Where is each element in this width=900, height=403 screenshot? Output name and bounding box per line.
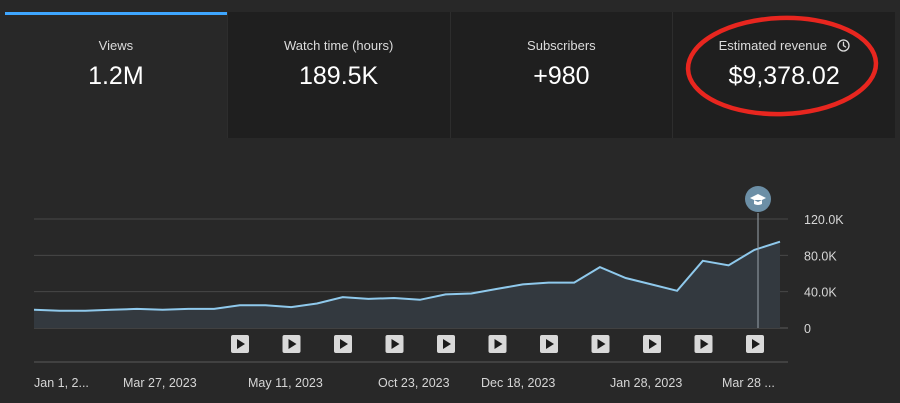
tab-estimated-revenue[interactable]: Estimated revenue $9,378.02 <box>673 12 895 138</box>
video-marker-triangle <box>752 339 760 349</box>
play-icon[interactable] <box>282 335 301 353</box>
chart-area <box>34 241 780 328</box>
video-marker-triangle <box>546 339 554 349</box>
video-marker-triangle <box>494 339 503 349</box>
video-marker-triangle <box>288 339 297 349</box>
metric-tabs: Views 1.2M Watch time (hours) 189.5K Sub… <box>5 12 895 138</box>
x-tick-label: Mar 28 ... <box>722 376 775 390</box>
views-value: 1.2M <box>88 62 144 90</box>
tab-views[interactable]: Views 1.2M <box>5 12 228 138</box>
play-icon[interactable] <box>591 335 610 353</box>
x-tick-label: Dec 18, 2023 <box>481 376 555 390</box>
tab-subscribers[interactable]: Subscribers +980 <box>450 12 674 138</box>
chart-line <box>33 240 781 312</box>
video-markers <box>231 335 764 353</box>
play-icon[interactable] <box>694 335 713 353</box>
x-tick-label: May 11, 2023 <box>248 376 323 390</box>
y-tick-label: 0 <box>804 322 811 336</box>
play-icon[interactable] <box>334 335 352 353</box>
play-icon[interactable] <box>231 335 249 353</box>
video-marker-triangle <box>443 339 451 349</box>
play-icon[interactable] <box>643 335 661 353</box>
clock-icon[interactable] <box>836 39 850 55</box>
y-tick-label: 120.0K <box>804 213 844 227</box>
x-tick-label: Jan 1, 2... <box>34 376 89 390</box>
watch-time-label: Watch time (hours) <box>283 38 394 53</box>
watch-time-value: 189.5K <box>299 62 379 90</box>
active-tab-indicator <box>5 12 227 15</box>
video-marker-triangle <box>597 339 606 349</box>
play-icon[interactable] <box>437 335 455 353</box>
video-marker-triangle <box>391 339 400 349</box>
views-chart: 120.0K 80.0K 40.0K 0 Jan 1, 2... Mar 27, 202… <box>33 186 844 390</box>
y-axis: 120.0K 80.0K 40.0K 0 <box>804 213 844 336</box>
graduation-cap-shape <box>750 194 766 205</box>
video-marker-triangle <box>237 339 245 349</box>
subscribers-label: Subscribers <box>527 38 596 53</box>
tab-watch-time[interactable]: Watch time (hours) 189.5K <box>227 12 451 138</box>
play-icon[interactable] <box>385 335 404 353</box>
x-tick-label: Oct 23, 2023 <box>378 376 450 390</box>
x-tick-label: Jan 28, 2023 <box>610 376 682 390</box>
revenue-value: $9,378.02 <box>728 62 840 90</box>
views-label: Views <box>98 38 134 53</box>
y-tick-label: 40.0K <box>804 286 837 300</box>
graduation-cap-icon[interactable] <box>745 186 771 212</box>
video-marker-triangle <box>700 339 709 349</box>
video-marker-triangle <box>649 339 657 349</box>
x-axis: Jan 1, 2... Mar 27, 2023 May 11, 2023 Oct 2… <box>34 376 775 390</box>
revenue-label-row: Estimated revenue <box>673 38 895 55</box>
play-icon[interactable] <box>540 335 558 353</box>
revenue-label: Estimated revenue <box>718 38 828 53</box>
y-tick-label: 80.0K <box>804 249 837 263</box>
x-tick-label: Mar 27, 2023 <box>123 376 197 390</box>
play-icon[interactable] <box>488 335 507 353</box>
play-icon[interactable] <box>746 335 764 353</box>
video-marker-triangle <box>340 339 348 349</box>
subscribers-value: +980 <box>533 62 590 90</box>
